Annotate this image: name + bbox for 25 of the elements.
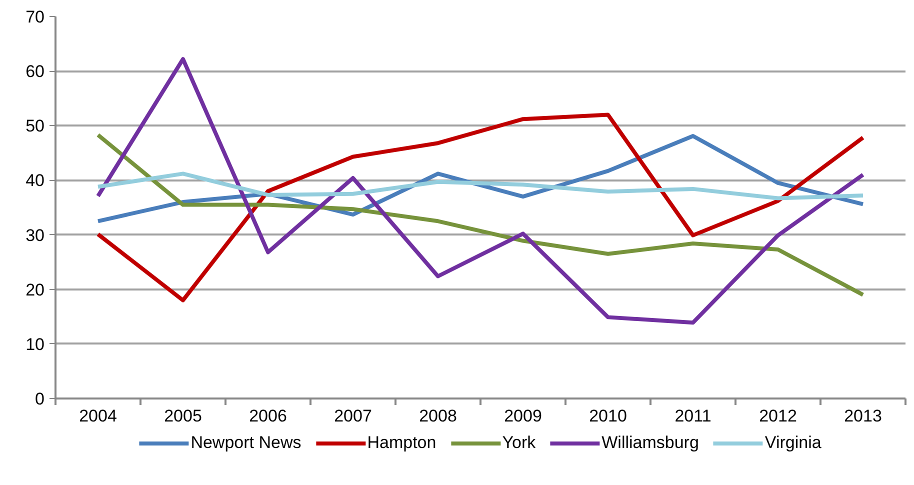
legend-label: York	[502, 433, 536, 453]
y-tick-label: 40	[26, 171, 45, 190]
legend-label: Hampton	[367, 433, 436, 453]
legend-label: Virginia	[764, 433, 822, 453]
line-series	[96, 57, 865, 325]
x-tick-label: 2006	[249, 406, 287, 426]
y-tick-label: 70	[26, 8, 45, 26]
x-tick-label: 2008	[419, 406, 457, 426]
y-tick-label: 50	[26, 116, 45, 136]
y-tick-label: 30	[26, 226, 45, 245]
legend-label: Williamsburg	[602, 433, 699, 453]
legend-label: Newport News	[190, 433, 302, 453]
line-series	[96, 172, 865, 200]
x-tick-label: 2013	[844, 406, 882, 426]
x-tick-label: 2004	[79, 406, 117, 426]
x-tick-label: 2009	[504, 406, 542, 426]
x-tick-label: 2010	[589, 406, 627, 426]
x-tick-label: 2012	[759, 406, 797, 426]
y-tick-label: 60	[26, 62, 45, 82]
x-tick-label: 2005	[164, 406, 202, 426]
x-tick-label: 2007	[334, 406, 372, 426]
y-tick-label: 20	[26, 280, 45, 300]
x-tick-label: 2011	[674, 406, 712, 426]
y-tick-label: 0	[35, 390, 45, 408]
y-tick-label: 10	[26, 334, 45, 354]
